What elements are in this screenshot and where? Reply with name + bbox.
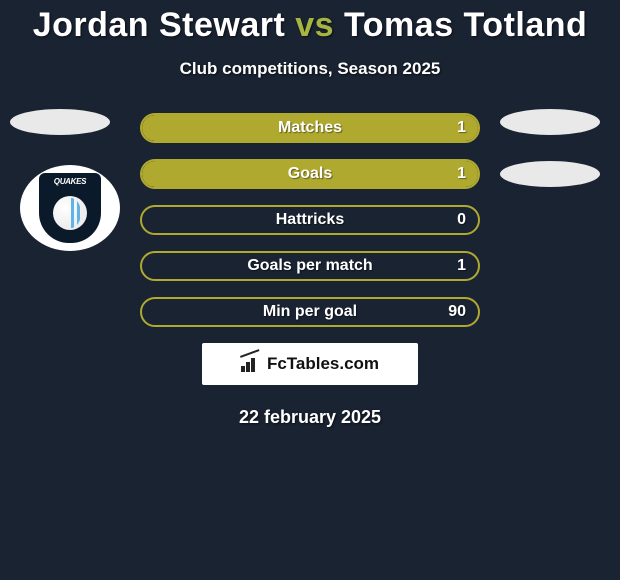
- stat-value: 0: [457, 207, 466, 233]
- attribution-badge: FcTables.com: [202, 343, 418, 385]
- avatar-placeholder-right-1: [500, 109, 600, 135]
- stat-row-matches: Matches 1: [140, 113, 480, 143]
- stat-label: Hattricks: [142, 207, 478, 233]
- avatar-placeholder-left: [10, 109, 110, 135]
- stat-row-min-per-goal: Min per goal 90: [140, 297, 480, 327]
- subtitle: Club competitions, Season 2025: [0, 59, 620, 79]
- avatar-placeholder-right-2: [500, 161, 600, 187]
- bar-chart-icon: [241, 356, 261, 372]
- soccer-ball-icon: [53, 196, 87, 230]
- stat-label: Min per goal: [142, 299, 478, 325]
- stat-value: 1: [457, 253, 466, 279]
- stat-value: 90: [448, 299, 466, 325]
- club-badge: QUAKES: [20, 165, 120, 251]
- stat-value: 1: [457, 161, 466, 187]
- stat-value: 1: [457, 115, 466, 141]
- date-label: 22 february 2025: [0, 407, 620, 428]
- vs-label: vs: [295, 6, 334, 44]
- club-badge-label: QUAKES: [39, 177, 101, 186]
- stat-label: Goals: [142, 161, 478, 187]
- player2-name: Tomas Totland: [344, 6, 587, 44]
- stats-area: QUAKES Matches 1 Goals 1 Hattricks 0 Goa…: [0, 113, 620, 428]
- stat-row-goals: Goals 1: [140, 159, 480, 189]
- stat-row-goals-per-match: Goals per match 1: [140, 251, 480, 281]
- page-title: Jordan Stewart vs Tomas Totland: [0, 0, 620, 45]
- stat-label: Goals per match: [142, 253, 478, 279]
- player1-name: Jordan Stewart: [33, 6, 286, 44]
- stat-row-hattricks: Hattricks 0: [140, 205, 480, 235]
- stat-rows: Matches 1 Goals 1 Hattricks 0 Goals per …: [140, 113, 480, 327]
- stat-label: Matches: [142, 115, 478, 141]
- attribution-text: FcTables.com: [267, 354, 379, 374]
